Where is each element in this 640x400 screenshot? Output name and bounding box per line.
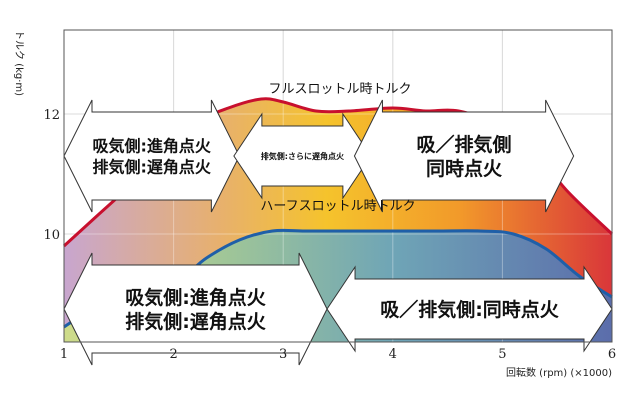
arrow-label: 排気側:遅角点火 — [92, 157, 211, 176]
x-tick-label: 2 — [169, 347, 177, 362]
arrow-label: 吸気側:進角点火 — [125, 286, 267, 309]
double-arrow — [63, 252, 328, 366]
arrow-label: 吸／排気側:同時点火 — [380, 298, 560, 321]
annotation-arrows: 吸気側:進角点火排気側:遅角点火排気側:さらに遅角点火吸／排気側同時点火吸気側:… — [63, 99, 613, 366]
x-tick-label: 6 — [608, 347, 616, 362]
x-tick-label: 5 — [498, 347, 506, 362]
arrow-label: 吸気側:進角点火 — [92, 136, 211, 155]
half-throttle-label: ハーフスロットル時トルク — [260, 199, 415, 214]
x-axis-title: 回転数 (rpm) (×1000) — [506, 366, 612, 379]
arrow-label: 吸／排気側 — [417, 133, 512, 156]
y-axis-ticks: 10 12 — [43, 108, 60, 243]
full-throttle-label: フルスロットル時トルク — [268, 82, 411, 97]
arrow-label: 同時点火 — [426, 158, 503, 180]
x-tick-label: 3 — [279, 347, 287, 362]
x-axis-ticks: 1 2 3 4 5 6 — [60, 347, 616, 362]
arrow-label: 排気側:さらに遅角点火 — [261, 151, 345, 161]
x-tick-label: 1 — [60, 347, 68, 362]
plot-frame — [63, 29, 613, 343]
y-axis-title: トルク (kg·m) — [13, 30, 25, 96]
double-arrow — [353, 99, 575, 213]
x-tick-label: 4 — [389, 347, 397, 362]
arrow-label: 排気側:遅角点火 — [125, 310, 267, 333]
y-tick-label: 12 — [43, 108, 60, 123]
y-tick-label: 10 — [43, 228, 60, 243]
double-arrow — [63, 99, 240, 213]
